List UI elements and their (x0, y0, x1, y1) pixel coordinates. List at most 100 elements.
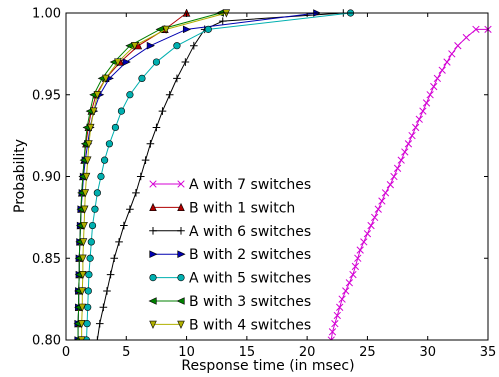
point-a-with-7-switches-9 (351, 262, 360, 271)
point-a-with-6-switches-5 (110, 254, 119, 263)
x-tick-label-4: 20 (299, 345, 316, 360)
legend-marker-b-with-3-switches-end (176, 297, 185, 305)
legend-marker-b-with-1-switch-start (149, 202, 157, 211)
point-a-with-7-switches-28 (419, 107, 427, 115)
point-a-with-6-switches-2 (99, 303, 108, 312)
x-axis-label: Response time (in msec) (181, 358, 354, 374)
point-a-with-5-switches-2 (84, 303, 92, 311)
point-b-with-4-switches-18 (130, 42, 139, 51)
point-a-with-7-switches-1 (328, 328, 337, 336)
legend-label-b-with-3-switches: B with 3 switches (189, 294, 311, 310)
point-b-with-4-switches-11 (83, 156, 92, 165)
point-b-with-4-switches-6 (79, 238, 88, 247)
legend: A with 7 switches B with 1 switch A with 6… (148, 177, 311, 333)
point-b-with-4-switches-17 (114, 58, 122, 67)
point-a-with-7-switches-20 (390, 172, 398, 181)
point-a-with-6-switches-16 (173, 74, 181, 83)
series-b-with-4-switches (77, 9, 231, 340)
series-a-with-6-switches (93, 9, 348, 340)
point-a-with-7-switches-37 (462, 33, 470, 42)
legend-marker-b-with-4-switches-start (149, 320, 157, 329)
point-a-with-7-switches-6 (342, 287, 350, 295)
legend-marker-b-with-1-switch-end (177, 202, 185, 211)
point-a-with-7-switches-24 (404, 140, 413, 148)
point-b-with-4-switches-16 (102, 74, 110, 83)
point-a-with-7-switches-34 (443, 58, 451, 66)
point-b-with-4-switches-8 (80, 205, 89, 214)
x-tick-label-1: 5 (122, 345, 130, 360)
point-a-with-6-switches-1 (95, 319, 104, 328)
point-a-with-7-switches-14 (367, 221, 375, 230)
x-tick-label-6: 30 (419, 345, 436, 360)
point-a-with-6-switches-7 (120, 221, 128, 230)
point-b-with-2-switches-18 (146, 41, 155, 50)
point-b-with-4-switches-14 (89, 107, 98, 116)
legend-marker-a-with-5-switches-end (177, 274, 185, 282)
point-a-with-6-switches-11 (141, 156, 150, 164)
y-tick-label-3: 0.95 (32, 88, 61, 103)
point-a-with-7-switches-38 (472, 25, 480, 34)
x-tick-label-7: 35 (480, 345, 497, 360)
point-b-with-4-switches-15 (93, 91, 102, 100)
point-b-with-4-switches-10 (82, 172, 91, 182)
point-a-with-7-switches-2 (331, 319, 339, 328)
point-b-with-4-switches-9 (81, 189, 90, 198)
legend-label-b-with-1-switch: B with 1 switch (189, 200, 295, 216)
legend-marker-a-with-6-switches-end (177, 227, 185, 235)
point-a-with-7-switches-30 (426, 91, 434, 99)
point-a-with-7-switches-36 (454, 42, 462, 50)
point-a-with-5-switches-1 (83, 320, 91, 328)
legend-marker-b-with-3-switches-start (148, 297, 157, 305)
x-tick-label-3: 15 (239, 345, 256, 360)
point-b-with-4-switches-4 (79, 270, 87, 280)
point-a-with-7-switches-3 (333, 311, 341, 320)
legend-marker-b-with-4-switches-end (177, 320, 185, 329)
point-a-with-7-switches-35 (448, 50, 456, 58)
point-a-with-7-switches-17 (378, 197, 386, 205)
point-a-with-7-switches-15 (371, 213, 379, 222)
point-b-with-4-switches-19 (162, 25, 170, 34)
ticks-layer: 0 5 10 15 20 25 30 35 0.80 0.85 0.90 0.95 1.00 (32, 7, 496, 361)
y-tick-label-2: 0.90 (32, 170, 61, 185)
point-b-with-4-switches-2 (78, 303, 87, 312)
point-a-with-5-switches-6 (87, 238, 95, 246)
x-tick-label-2: 10 (178, 345, 195, 360)
series-line-b-with-1-switch (77, 12, 187, 340)
y-tick-label-1: 0.85 (32, 252, 61, 267)
point-a-with-7-switches-32 (433, 74, 442, 83)
x-tick-label-5: 25 (359, 345, 376, 360)
point-a-with-5-switches-17 (152, 58, 161, 66)
point-a-with-7-switches-0 (327, 336, 335, 340)
point-a-with-5-switches-16 (138, 74, 146, 82)
point-b-with-2-switches-17 (122, 58, 131, 66)
point-a-with-5-switches-19 (204, 25, 212, 33)
point-a-with-5-switches-14 (117, 107, 126, 115)
point-a-with-7-switches-4 (336, 303, 344, 311)
point-a-with-6-switches-3 (103, 287, 111, 295)
point-b-with-4-switches-5 (79, 254, 87, 263)
point-a-with-5-switches-7 (88, 221, 97, 230)
point-a-with-5-switches-11 (100, 156, 109, 164)
point-b-with-3-switches-19 (155, 25, 164, 34)
legend-label-b-with-2-switches: B with 2 switches (189, 247, 311, 263)
series-line-a-with-7-switches (330, 28, 488, 340)
point-a-with-7-switches-12 (360, 238, 368, 246)
legend-marker-b-with-2-switches-end (177, 250, 186, 258)
point-a-with-6-switches-13 (152, 123, 161, 132)
point-a-with-6-switches-9 (132, 189, 140, 197)
point-b-with-4-switches-12 (85, 140, 93, 149)
point-a-with-7-switches-26 (412, 123, 420, 132)
point-a-with-7-switches-11 (356, 246, 364, 254)
legend-item-a-with-5-switches: A with 5 switches (149, 271, 311, 287)
point-a-with-7-switches-10 (354, 254, 362, 262)
point-a-with-5-switches-18 (173, 42, 181, 50)
point-b-with-4-switches-13 (86, 123, 95, 132)
point-b-with-4-switches-1 (77, 320, 86, 329)
point-a-with-5-switches-9 (93, 189, 101, 197)
y-axis-label: Probability (12, 139, 28, 213)
point-a-with-5-switches-12 (105, 140, 114, 148)
point-a-with-5-switches-3 (84, 287, 92, 295)
point-a-with-7-switches-21 (393, 164, 402, 172)
legend-label-a-with-5-switches: A with 5 switches (189, 271, 311, 287)
